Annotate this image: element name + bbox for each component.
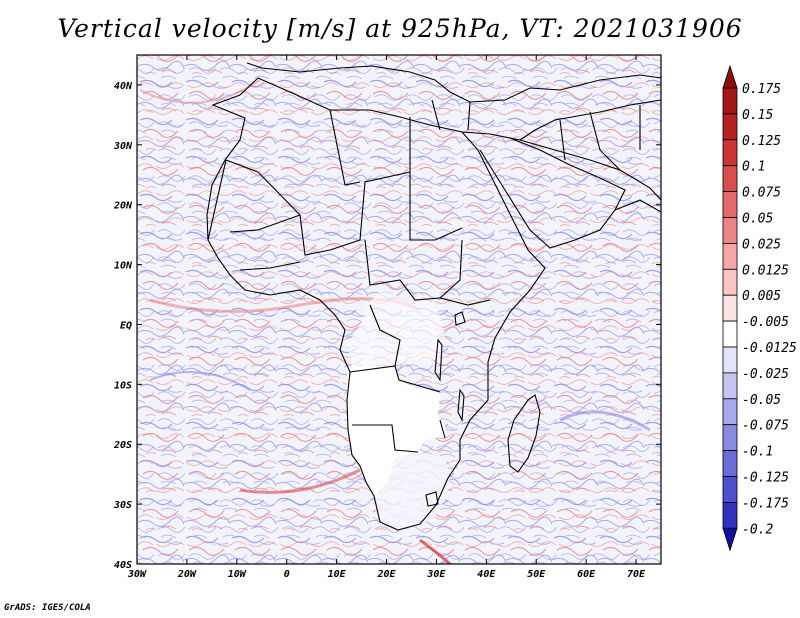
colorbar-swatch bbox=[722, 320, 738, 348]
x-tick-label: 60E bbox=[577, 569, 596, 580]
y-tick-label: 20N bbox=[113, 201, 133, 212]
colorbar-swatch bbox=[722, 217, 738, 244]
colorbar-swatch bbox=[722, 139, 738, 167]
coastlines-and-borders bbox=[206, 62, 661, 531]
x-tick-label: 10E bbox=[328, 569, 347, 580]
masked-terrain-region bbox=[347, 365, 446, 496]
y-tick-label: 30N bbox=[113, 141, 133, 152]
colorbar-label: -0.05 bbox=[742, 393, 781, 408]
colorbar-swatch bbox=[722, 372, 738, 400]
x-tick-label: 0 bbox=[284, 569, 290, 580]
colorbar-label: 0.005 bbox=[742, 289, 781, 304]
colorbar-label: -0.2 bbox=[742, 522, 773, 537]
y-tick-label: 20S bbox=[113, 440, 132, 451]
x-tick-label: 40E bbox=[477, 569, 496, 580]
colorbar-swatch bbox=[722, 268, 738, 296]
colorbar-label: -0.005 bbox=[742, 315, 789, 330]
colorbar-label: 0.0125 bbox=[742, 263, 789, 278]
colorbar-label: 0.075 bbox=[742, 186, 781, 201]
x-tick-label: 30E bbox=[426, 569, 446, 580]
colorbar-label: 0.05 bbox=[742, 212, 773, 227]
x-tick-label: 20E bbox=[376, 569, 396, 580]
x-tick-label: 30W bbox=[127, 569, 147, 580]
colorbar-label: -0.175 bbox=[742, 496, 789, 511]
y-tick-label: 10S bbox=[114, 380, 132, 391]
y-axis: 40N 30N 20N 10N EQ 10S 20S 30S 40S bbox=[113, 81, 661, 571]
map-title: Vertical velocity [m/s] at 925hPa, VT: 2… bbox=[57, 14, 743, 43]
colorbar-swatch bbox=[722, 87, 738, 115]
colorbar-label: 0.15 bbox=[742, 108, 773, 123]
colorbar-swatch bbox=[722, 398, 738, 426]
y-tick-label: 30S bbox=[113, 500, 132, 511]
colorbar-swatch bbox=[722, 424, 738, 452]
colorbar-swatch bbox=[722, 294, 738, 322]
vertical-velocity-field bbox=[137, 55, 661, 564]
x-tick-label: 10W bbox=[228, 569, 247, 580]
y-tick-label: 40S bbox=[114, 560, 132, 571]
grads-credit: GrADS: IGES/COLA bbox=[4, 603, 91, 613]
colorbar-label: 0.1 bbox=[742, 160, 765, 175]
colorbar-label: -0.1 bbox=[742, 445, 773, 460]
colorbar-swatch bbox=[722, 113, 738, 141]
y-tick-label: 40N bbox=[114, 81, 133, 92]
colorbar-swatch bbox=[722, 476, 738, 503]
colorbar-label: -0.125 bbox=[742, 471, 789, 486]
colorbar-label: 0.175 bbox=[742, 82, 781, 97]
colorbar-bottom-arrow bbox=[722, 527, 738, 552]
x-axis: 30W 20W 10W 0 10E 20E 30E 40E 50E 60E 70E bbox=[127, 55, 646, 580]
colorbar-swatch bbox=[722, 346, 738, 374]
colorbar-swatch bbox=[722, 450, 738, 477]
colorbar-label: 0.025 bbox=[742, 237, 781, 252]
colorbar-swatch bbox=[722, 191, 738, 218]
colorbar-swatch bbox=[722, 165, 738, 192]
colorbar-label: -0.0125 bbox=[742, 341, 797, 356]
colorbar-swatch bbox=[722, 242, 738, 270]
colorbar-top-arrow bbox=[722, 64, 738, 89]
x-tick-label: 20W bbox=[177, 569, 197, 580]
colorbar-label: -0.025 bbox=[742, 367, 789, 382]
x-tick-label: 70E bbox=[627, 569, 646, 580]
map-frame bbox=[136, 54, 662, 565]
colorbar: 0.175 0.15 0.125 0.1 0.075 0.05 0.025 0.0125 0.0… bbox=[722, 64, 797, 552]
y-tick-label: 10N bbox=[114, 261, 133, 272]
colorbar-label: -0.075 bbox=[742, 419, 789, 434]
x-tick-label: 50E bbox=[527, 569, 546, 580]
colorbar-label: 0.125 bbox=[742, 134, 781, 149]
colorbar-swatch bbox=[722, 501, 738, 529]
y-tick-label: EQ bbox=[120, 320, 132, 331]
